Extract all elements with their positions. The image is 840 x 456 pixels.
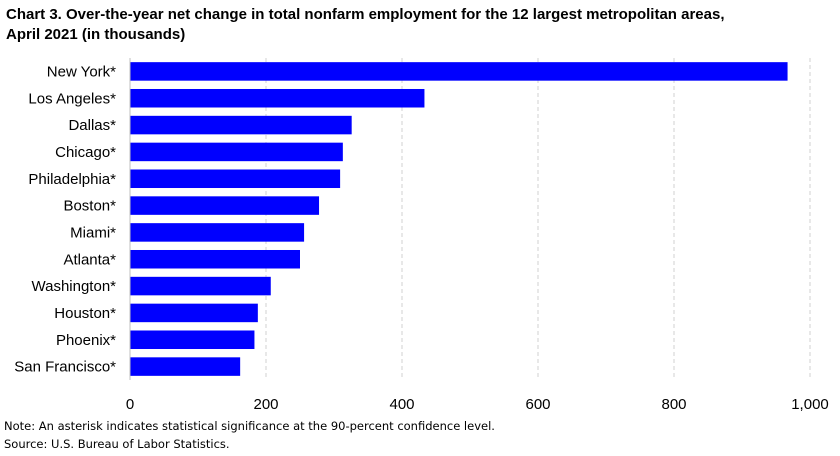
category-label: Washington* <box>32 278 117 295</box>
category-label: Dallas* <box>68 117 116 134</box>
category-label: Phoenix* <box>56 332 116 349</box>
bar <box>130 249 300 269</box>
bar <box>130 357 241 376</box>
x-tick-labels: 0 200 400 600 800 1,000 <box>126 396 829 413</box>
category-label: Houston* <box>54 305 116 322</box>
source-text: Source: U.S. Bureau of Labor Statistics. <box>4 437 230 451</box>
bar <box>130 169 341 189</box>
bar <box>130 62 788 81</box>
x-tick-label: 400 <box>389 396 414 413</box>
bar <box>130 196 320 215</box>
category-labels: New York* Los Angeles* Dallas* Chicago* Phil… <box>14 63 116 375</box>
category-label: New York* <box>47 63 116 80</box>
chart-title-line-1: Chart 3. Over-the-year net change in tot… <box>6 6 725 23</box>
note-text: Note: An asterisk indicates statistical … <box>4 419 495 433</box>
category-label: Philadelphia* <box>28 171 116 188</box>
bar <box>130 223 305 242</box>
bar <box>130 115 352 135</box>
bar <box>130 142 343 162</box>
category-label: San Francisco* <box>14 359 116 376</box>
x-tick-label: 800 <box>661 396 686 413</box>
category-label: Boston* <box>63 198 116 215</box>
bars <box>130 62 788 376</box>
x-tick-label: 1,000 <box>791 396 829 413</box>
bar <box>130 330 255 350</box>
x-tick-label: 200 <box>253 396 278 413</box>
category-label: Miami* <box>70 224 116 241</box>
category-label: Los Angeles* <box>28 90 116 107</box>
x-tick-label: 0 <box>126 396 134 413</box>
bar <box>130 276 271 296</box>
x-tick-label: 600 <box>525 396 550 413</box>
category-label: Chicago* <box>55 144 116 161</box>
category-label: Atlanta* <box>63 251 116 268</box>
chart-title-line-2: April 2021 (in thousands) <box>6 26 186 43</box>
footnotes: Note: An asterisk indicates statistical … <box>4 417 495 453</box>
chart-title: Chart 3. Over-the-year net change in tot… <box>6 5 836 45</box>
bar <box>130 88 425 108</box>
bar <box>130 303 258 323</box>
gridlines <box>265 58 811 380</box>
